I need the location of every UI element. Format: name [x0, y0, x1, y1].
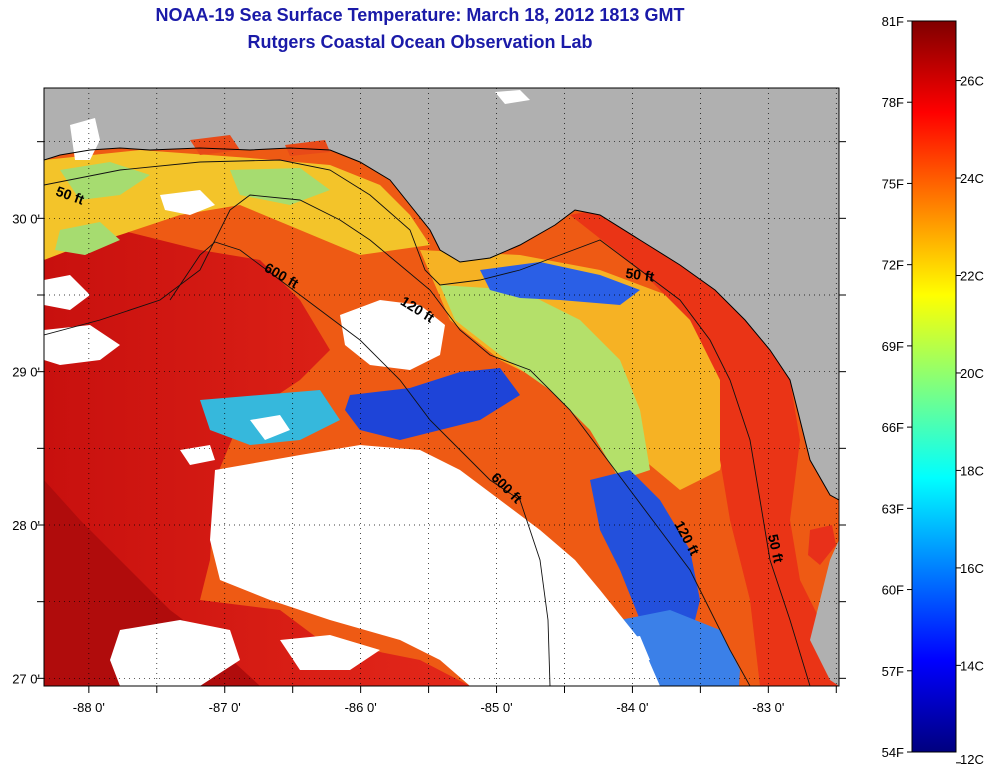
cb-c-label: 26C — [960, 74, 984, 89]
cb-c-label: 12C — [960, 752, 984, 767]
cb-f-label: 66F — [882, 420, 904, 435]
land-north — [44, 88, 839, 500]
x-tick-label: -84 0' — [616, 700, 648, 715]
cb-f-label: 75F — [882, 176, 904, 191]
x-tick-label: -83 0' — [752, 700, 784, 715]
cloud-nw-1 — [160, 190, 215, 215]
plot-area — [44, 88, 839, 686]
colorbar-fahrenheit-labels: 81F 78F 75F 72F 69F 66F 63F 60F 57F 54F — [882, 14, 912, 760]
cold-patch-big-bend — [480, 262, 640, 305]
y-tick-label: 28 0' — [12, 518, 40, 533]
cloud-scatter-2 — [560, 595, 650, 665]
cloud-west-1 — [44, 275, 90, 310]
colorbar: 81F 78F 75F 72F 69F 66F 63F 60F 57F 54F 26C 24C 22C… — [882, 14, 984, 767]
y-tick-label: 29 0' — [12, 365, 40, 380]
central-green-strip — [440, 285, 650, 480]
bay-north-small — [495, 90, 530, 104]
contour-label: 50 ft — [765, 533, 787, 565]
cb-f-label: 78F — [882, 95, 904, 110]
x-axis: -88 0' -87 0' -86 0' -85 0' -84 0' -83 0' — [73, 686, 837, 715]
cloud-center — [210, 445, 660, 686]
x-tick-label: -85 0' — [480, 700, 512, 715]
x-tick-label: -88 0' — [73, 700, 105, 715]
cb-c-label: 14C — [960, 658, 984, 673]
cb-f-label: 54F — [882, 745, 904, 760]
cb-f-label: 69F — [882, 339, 904, 354]
cb-c-label: 18C — [960, 463, 984, 478]
y-tick-label: 27 0' — [12, 671, 40, 686]
cloud-southwest — [110, 620, 240, 686]
plot-frame — [43, 87, 840, 687]
cb-f-label: 72F — [882, 258, 904, 273]
cb-f-label: 60F — [882, 583, 904, 598]
cloud-scatter-1 — [180, 415, 370, 478]
cb-f-label: 81F — [882, 14, 904, 29]
map-subtitle: Rutgers Coastal Ocean Observation Lab — [247, 32, 593, 52]
cb-f-label: 57F — [882, 664, 904, 679]
land-peninsula-tip — [810, 540, 839, 686]
nw-green-patches — [55, 162, 330, 255]
cb-c-label: 22C — [960, 268, 984, 283]
cloud-south-2 — [280, 635, 380, 670]
contour-label: 50 ft — [625, 265, 656, 285]
contour-50ft — [44, 159, 811, 686]
cb-f-label: 63F — [882, 501, 904, 516]
bay-tampa — [808, 525, 836, 565]
cb-c-label: 20C — [960, 366, 984, 381]
map-title: NOAA-19 Sea Surface Temperature: March 1… — [155, 5, 685, 25]
x-tick-label: -87 0' — [209, 700, 241, 715]
contour-600ft — [169, 241, 551, 686]
west-warm-water — [44, 230, 470, 686]
cb-c-label: 16C — [960, 561, 984, 576]
colorbar-bar — [911, 20, 957, 753]
x-tick-label: -86 0' — [345, 700, 377, 715]
far-west-dark-band — [44, 480, 260, 686]
y-axis: 30 0' 29 0' 28 0' 27 0' — [12, 141, 846, 686]
y-tick-label: 30 0' — [12, 211, 40, 226]
cloud-north — [340, 300, 445, 370]
cb-c-label: 24C — [960, 171, 984, 186]
cold-patch-central — [345, 368, 520, 440]
bay-pensacola — [190, 135, 330, 156]
cloud-west-2 — [44, 325, 120, 365]
contour-120ft — [44, 194, 751, 686]
colorbar-celsius-labels: 26C 24C 22C 20C 18C 16C 14C 12C — [956, 74, 984, 767]
coastline — [44, 147, 839, 501]
